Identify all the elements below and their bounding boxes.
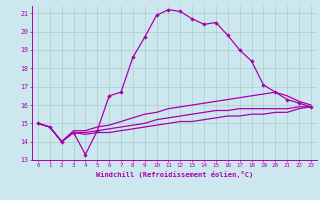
X-axis label: Windchill (Refroidissement éolien,°C): Windchill (Refroidissement éolien,°C)	[96, 171, 253, 178]
